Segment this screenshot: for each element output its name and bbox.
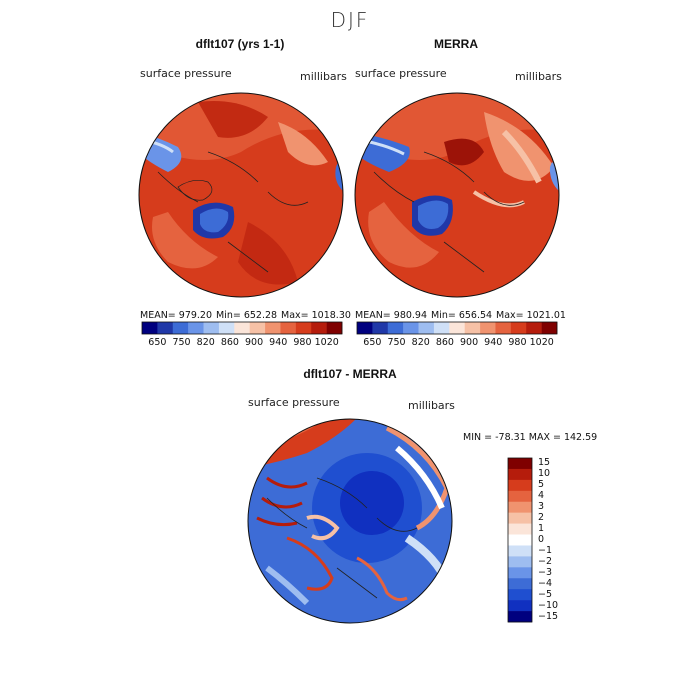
panel2-colorbar-swatch — [357, 322, 373, 334]
panel3-colorbar-swatch — [508, 468, 532, 481]
panel1-max: Max= 1018.30 — [281, 310, 351, 321]
panel1-colorbar-swatch — [326, 322, 343, 334]
panel1-colorbar-swatch — [311, 322, 327, 334]
panel3-colorbar-tick-label: −10 — [538, 599, 559, 611]
panel1-colorbar-tick-label: 900 — [245, 337, 264, 348]
page-title: DJF — [330, 8, 370, 32]
panel3-colorbar-swatch — [508, 611, 532, 623]
panel1-colorbar-swatch — [234, 322, 250, 334]
panel1-colorbar-swatch — [265, 322, 281, 334]
panel2-colorbar-tick-label: 1020 — [529, 337, 554, 348]
panel3-colorbar-tick-label: −2 — [538, 555, 553, 567]
panel3-colorbar-swatch — [508, 479, 532, 492]
panel1-colorbar-outline — [141, 321, 343, 335]
panel2-colorbar-swatch — [418, 322, 435, 334]
panel3-colorbar-swatch — [508, 578, 532, 590]
panel2-colorbar-swatch — [433, 322, 450, 334]
panel3-colorbar — [507, 457, 533, 623]
panel1-colorbar-swatch — [249, 322, 266, 334]
panel3-colorbar-tick-label: −1 — [538, 544, 553, 556]
panel2-colorbar-tick-label: 750 — [387, 337, 406, 348]
panel2-colorbar — [356, 321, 558, 335]
panel2-colorbar-tick-label: 940 — [484, 337, 503, 348]
panel3-colorbar-swatch — [508, 534, 532, 546]
panel2-map — [354, 92, 560, 298]
panel2-colorbar-tick-label: 860 — [435, 337, 454, 348]
panel1-colorbar-tick-label: 980 — [293, 337, 312, 348]
panel1-colorbar-tick-label: 650 — [148, 337, 167, 348]
panel3-colorbar-tick-label: −4 — [538, 577, 553, 589]
panel1-colorbar-tick-label: 820 — [196, 337, 215, 348]
panel1-title: dflt107 (yrs 1-1) — [195, 37, 285, 51]
panel1-colorbar-swatch — [295, 322, 312, 334]
panel2-colorbar-swatch — [372, 322, 389, 334]
panel1-mean: MEAN= 979.20 — [140, 310, 213, 321]
panel1-map — [138, 92, 344, 298]
panel3-colorbar-tick-label: 2 — [538, 512, 545, 524]
panel2-mean: MEAN= 980.94 — [355, 310, 428, 321]
panel3-colorbar-swatch — [508, 490, 532, 503]
panel2-colorbar-swatch — [449, 322, 465, 334]
panel1-colorbar-swatch — [203, 322, 220, 334]
panel1-units: millibars — [300, 70, 347, 83]
panel2-colorbar-swatch — [541, 322, 558, 334]
panel3-colorbar-swatch — [508, 600, 532, 612]
panel3-colorbar-tick-label: −15 — [538, 610, 559, 622]
panel2-colorbar-tick-label: 900 — [460, 337, 479, 348]
panel1-colorbar-tick-label: 1020 — [314, 337, 339, 348]
panel3-colorbar-tick-label: 0 — [538, 534, 545, 545]
panel2-variable: surface pressure — [355, 67, 447, 80]
panel3-min-max: MIN = -78.31 MAX = 142.59 — [463, 432, 598, 443]
panel3-colorbar-swatch — [508, 458, 532, 470]
panel1-min: Min= 652.28 — [216, 310, 278, 321]
panel2-colorbar-swatch — [464, 322, 481, 334]
panel3-colorbar-swatch — [508, 589, 532, 601]
panel2-colorbar-swatch — [495, 322, 512, 334]
panel2-colorbar-swatch — [403, 322, 419, 334]
panel2-colorbar-tick-label: 650 — [363, 337, 382, 348]
panel2-colorbar-swatch — [480, 322, 496, 334]
panel2-max: Max= 1021.01 — [496, 310, 566, 321]
panel3-colorbar-tick-label: 10 — [538, 468, 551, 480]
panel3-colorbar-tick-label: −5 — [538, 588, 553, 600]
panel3-colorbar-swatch — [508, 512, 532, 524]
panel2-colorbar-swatch — [510, 322, 527, 334]
panel2-min: Min= 656.54 — [431, 310, 493, 321]
panel1-colorbar — [141, 321, 343, 335]
panel2-colorbar-tick-label: 820 — [411, 337, 430, 348]
panel3-map — [247, 418, 453, 624]
panel3-colorbar-outline — [507, 457, 533, 623]
panel1-colorbar-swatch — [142, 322, 158, 334]
panel3-colorbar-swatch — [508, 567, 532, 579]
panel3-colorbar-tick-label: −3 — [538, 566, 553, 578]
panel1-colorbar-swatch — [188, 322, 204, 334]
panel3-colorbar-tick-label: 1 — [538, 523, 545, 535]
panel2-colorbar-tick-label: 980 — [508, 337, 527, 348]
panel1-colorbar-swatch — [157, 322, 174, 334]
panel3-colorbar-tick-label: 4 — [538, 490, 545, 502]
panel1-variable: surface pressure — [140, 67, 232, 80]
panel3-colorbar-tick-label: 3 — [538, 501, 545, 513]
panel3-colorbar-tick-label: 5 — [538, 479, 545, 491]
panel3-units: millibars — [408, 399, 455, 412]
panel3-colorbar-swatch — [508, 556, 532, 568]
panel1-colorbar-swatch — [280, 322, 297, 334]
panel2-units: millibars — [515, 70, 562, 83]
panel1-colorbar-tick-label: 750 — [172, 337, 191, 348]
panel2-title: MERRA — [434, 37, 478, 51]
panel3-colorbar-swatch — [508, 523, 532, 535]
panel2-colorbar-swatch — [387, 322, 404, 334]
panel1-colorbar-swatch — [218, 322, 235, 334]
panel2-colorbar-outline — [356, 321, 558, 335]
panel1-colorbar-swatch — [172, 322, 189, 334]
panel1-colorbar-tick-label: 860 — [220, 337, 239, 348]
panel3-colorbar-swatch — [508, 501, 532, 513]
panel3-colorbar-tick-label: 15 — [538, 457, 551, 469]
panel1-colorbar-tick-label: 940 — [269, 337, 288, 348]
panel3-title: dflt107 - MERRA — [303, 367, 397, 381]
panel3-colorbar-swatch — [508, 545, 532, 557]
panel3-variable: surface pressure — [248, 396, 340, 409]
panel2-colorbar-swatch — [526, 322, 542, 334]
